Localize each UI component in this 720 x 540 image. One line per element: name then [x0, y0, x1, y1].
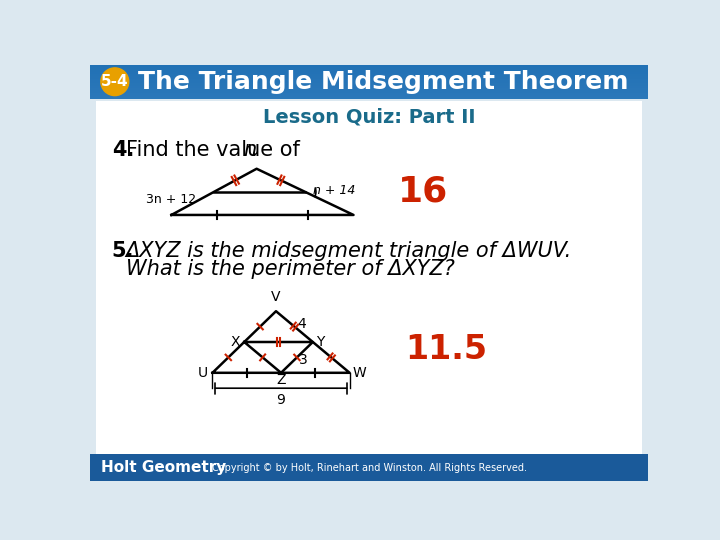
Text: 4.: 4. [112, 139, 134, 159]
FancyBboxPatch shape [90, 454, 648, 481]
FancyBboxPatch shape [90, 92, 648, 95]
Text: What is the perimeter of ΔXYZ?: What is the perimeter of ΔXYZ? [126, 259, 454, 279]
FancyBboxPatch shape [96, 101, 642, 454]
Text: .: . [251, 139, 258, 159]
Text: Copyright © by Holt, Rinehart and Winston. All Rights Reserved.: Copyright © by Holt, Rinehart and Winsto… [212, 462, 526, 472]
Text: 3: 3 [299, 353, 307, 367]
Circle shape [101, 68, 129, 96]
Text: X: X [230, 335, 240, 349]
Text: The Triangle Midsegment Theorem: The Triangle Midsegment Theorem [138, 70, 629, 94]
Text: Z: Z [276, 374, 286, 388]
Text: U: U [198, 366, 208, 380]
FancyBboxPatch shape [90, 88, 648, 90]
Text: 11.5: 11.5 [405, 333, 487, 366]
Text: 16: 16 [398, 175, 449, 209]
Text: 3n + 12: 3n + 12 [146, 193, 197, 206]
Text: Lesson Quiz: Part II: Lesson Quiz: Part II [263, 107, 475, 127]
Text: W: W [352, 366, 366, 380]
Text: n + 14: n + 14 [313, 184, 356, 197]
Text: Holt Geometry: Holt Geometry [101, 460, 226, 475]
Text: 4: 4 [298, 318, 307, 332]
FancyBboxPatch shape [90, 97, 648, 99]
Text: Y: Y [316, 335, 325, 349]
FancyBboxPatch shape [90, 85, 648, 88]
FancyBboxPatch shape [90, 95, 648, 97]
Text: n: n [243, 139, 257, 159]
FancyBboxPatch shape [90, 90, 648, 92]
FancyBboxPatch shape [90, 65, 648, 99]
Text: V: V [271, 291, 281, 304]
Text: 5.: 5. [112, 241, 134, 261]
Text: Find the value of: Find the value of [126, 139, 306, 159]
Text: 5-4: 5-4 [101, 74, 129, 89]
Text: 9: 9 [276, 393, 285, 407]
Text: ΔXYZ is the midsegment triangle of ΔWUV.: ΔXYZ is the midsegment triangle of ΔWUV. [126, 241, 572, 261]
